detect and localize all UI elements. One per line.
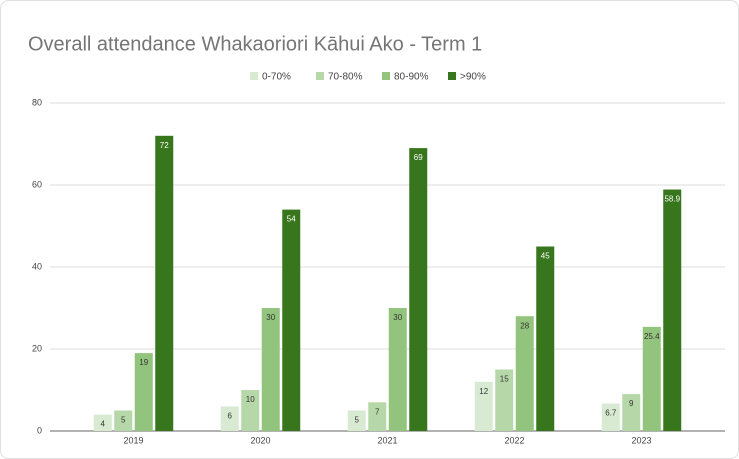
bar [642,326,661,431]
y-tick-label: 40 [32,261,42,271]
bar [114,410,133,431]
legend-label: 80-90% [394,72,429,83]
bar [347,410,366,431]
value-label: 5 [121,416,126,425]
value-label: 54 [287,215,296,224]
bar [220,406,239,431]
value-label: 15 [500,375,509,384]
value-label: 28 [520,321,529,330]
value-label: 69 [414,153,423,162]
value-label: 10 [246,395,255,404]
bar [368,402,387,431]
x-tick-label: 2020 [250,435,270,445]
bar [601,403,620,431]
value-label: 25.4 [644,332,660,341]
value-label: 12 [479,387,488,396]
value-label: 30 [266,313,275,322]
legend-label: 0-70% [262,72,291,83]
bar [261,308,280,431]
bar [474,381,493,431]
value-label: 19 [139,358,148,367]
x-tick-label: 2021 [377,435,397,445]
value-label: 45 [541,252,550,261]
x-tick-label: 2023 [631,435,651,445]
y-tick-label: 80 [32,97,42,107]
legend-swatch [382,72,390,80]
legend-label: 70-80% [328,72,363,83]
bar [241,390,260,431]
bar [622,394,641,431]
x-tick-label: 2022 [504,435,524,445]
value-label: 58.9 [664,195,680,204]
bar [134,353,153,431]
bar [663,189,682,431]
legend-swatch [250,72,258,80]
value-label: 30 [393,313,402,322]
y-tick-label: 0 [37,425,42,435]
value-label: 9 [629,399,634,408]
value-label: 72 [160,141,169,150]
bar [409,148,428,431]
bar [388,308,407,431]
value-label: 6.7 [605,409,617,418]
value-label: 5 [355,416,360,425]
y-tick-label: 60 [32,179,42,189]
bar [495,369,514,431]
legend-swatch [448,72,456,80]
y-tick-label: 20 [32,343,42,353]
bar [155,135,174,432]
bar [282,209,301,431]
x-tick-label: 2019 [123,435,143,445]
chart-title: Overall attendance Whakaoriori Kāhui Ako… [28,33,482,55]
legend-swatch [316,72,324,80]
value-label: 4 [101,420,106,429]
bar [93,414,112,431]
bar [536,246,555,431]
value-label: 6 [228,412,233,421]
bar [515,316,534,431]
value-label: 7 [375,407,380,416]
legend-label: >90% [460,72,486,83]
